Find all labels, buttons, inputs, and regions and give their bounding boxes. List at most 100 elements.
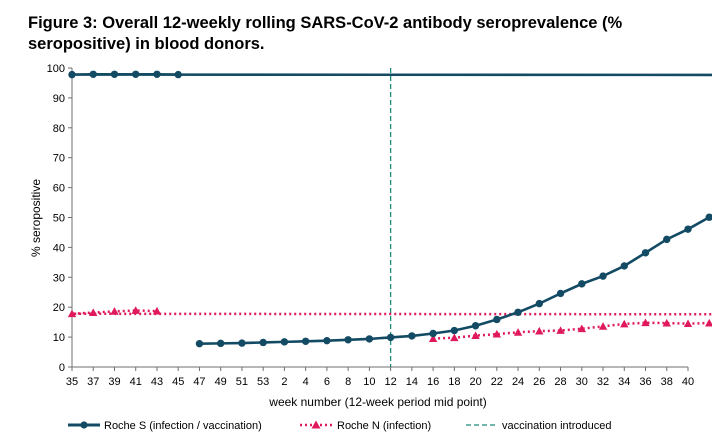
x-tick-label: 6	[324, 376, 330, 388]
x-tick-label: 51	[236, 376, 248, 388]
x-tick-label: 28	[554, 376, 566, 388]
data-point-roche-n	[513, 328, 523, 336]
y-tick-label: 80	[53, 123, 65, 135]
data-point-roche-s	[301, 337, 310, 345]
data-point-roche-n	[492, 329, 502, 338]
series-roche-s	[68, 70, 712, 348]
x-tick-label: 38	[661, 376, 673, 388]
x-tick-label: 41	[130, 376, 142, 388]
data-point-roche-s	[280, 338, 289, 346]
data-point-roche-n	[89, 308, 98, 316]
data-point-roche-s	[408, 332, 416, 340]
x-axis-label: week number (12-week period mid point)	[268, 395, 486, 409]
x-tick-label: 49	[215, 376, 227, 388]
legend-item-vaccination: vaccination introduced	[466, 420, 611, 432]
data-point-roche-s	[493, 315, 501, 324]
data-point-roche-s	[663, 235, 671, 244]
data-point-roche-s	[641, 249, 650, 257]
data-point-roche-s	[556, 289, 565, 298]
legend-item-roche-n: Roche N (infection)	[300, 420, 431, 432]
data-point-roche-n	[450, 333, 459, 342]
legend: Roche S (infection / vaccination) Roche …	[68, 420, 611, 432]
data-point-roche-n	[641, 318, 650, 327]
series-line-roche-n	[71, 309, 712, 340]
data-point-roche-s	[89, 70, 97, 78]
y-tick-label: 70	[53, 153, 65, 165]
data-point-roche-s	[620, 262, 628, 270]
x-tick-label: 47	[193, 376, 205, 388]
legend-label-roche-n: Roche N (infection)	[337, 420, 431, 432]
data-point-roche-s	[68, 70, 76, 79]
x-tick-label: 35	[66, 376, 78, 388]
legend-label-roche-s: Roche S (infection / vaccination)	[104, 420, 262, 432]
data-point-roche-s	[450, 326, 459, 335]
data-point-roche-s	[535, 299, 544, 308]
x-tick-label: 22	[491, 376, 503, 388]
data-point-roche-s	[153, 70, 161, 78]
x-tick-label: 16	[427, 376, 439, 388]
data-point-roche-s	[259, 338, 267, 347]
data-point-roche-n	[535, 326, 544, 335]
data-point-roche-n	[152, 306, 162, 315]
x-tick-label: 53	[257, 376, 269, 388]
y-axis-label: % seropositive	[29, 179, 43, 257]
data-point-roche-s	[323, 336, 331, 345]
legend-item-roche-s: Roche S (infection / vaccination)	[68, 420, 262, 432]
x-tick-label: 45	[172, 376, 184, 388]
y-tick-label: 60	[53, 183, 65, 195]
data-point-roche-n	[131, 306, 140, 314]
x-axis: 35 37 39 41 43 45 47 49 51 53 2 4 6 8 10 12 14 16 18 20 22 24…	[66, 366, 694, 388]
data-point-roche-s	[238, 339, 246, 347]
x-tick-label: 4	[303, 376, 309, 388]
legend-label-vaccination: vaccination introduced	[502, 420, 611, 432]
data-point-roche-s	[110, 70, 119, 78]
x-tick-label: 39	[108, 376, 120, 388]
y-tick-label: 100	[47, 63, 65, 75]
y-tick-label: 30	[53, 272, 65, 284]
chart-title: Figure 3: Overall 12-weekly rolling SARS…	[28, 14, 623, 53]
data-point-roche-s	[132, 70, 140, 78]
data-point-roche-s	[705, 213, 712, 221]
x-tick-label: 37	[87, 376, 99, 388]
data-point-roche-s	[429, 329, 437, 338]
x-tick-label: 30	[576, 376, 588, 388]
data-point-roche-n	[428, 334, 438, 342]
x-tick-label: 32	[597, 376, 609, 388]
x-tick-label: 18	[448, 376, 460, 388]
data-point-roche-s	[195, 339, 204, 348]
data-point-roche-n	[620, 319, 629, 328]
data-point-roche-n	[67, 309, 77, 318]
data-point-roche-n	[471, 331, 480, 340]
y-tick-label: 10	[53, 332, 65, 344]
data-point-roche-n	[662, 318, 671, 327]
data-point-roche-s	[365, 335, 374, 343]
data-point-roche-n	[110, 307, 119, 315]
y-tick-label: 20	[53, 302, 65, 314]
x-tick-label: 24	[512, 376, 524, 388]
data-point-roche-s	[471, 322, 480, 330]
data-point-roche-n	[598, 322, 608, 330]
x-tick-label: 2	[281, 376, 287, 388]
series-roche-n	[67, 306, 712, 342]
x-tick-label: 36	[639, 376, 651, 388]
data-point-roche-s	[174, 70, 182, 79]
x-tick-label: 10	[363, 376, 375, 388]
data-point-roche-n	[556, 326, 565, 334]
y-tick-label: 50	[53, 213, 65, 225]
x-tick-label: 12	[384, 376, 396, 388]
data-point-roche-s	[684, 225, 692, 233]
x-tick-label: 40	[682, 376, 694, 388]
data-point-roche-s	[344, 336, 352, 344]
y-tick-label: 0	[59, 362, 65, 374]
data-point-roche-s	[514, 308, 522, 316]
y-tick-label: 40	[53, 242, 65, 254]
data-point-roche-s	[216, 339, 225, 348]
y-tick-label: 90	[53, 93, 65, 105]
data-point-roche-n	[683, 319, 693, 328]
data-point-roche-s	[599, 272, 607, 280]
data-point-roche-s	[386, 333, 395, 342]
data-point-roche-n	[577, 324, 586, 333]
y-axis: 0 10 20 30 40 50 60 70 80 90 100	[47, 63, 73, 374]
x-tick-label: 8	[345, 376, 351, 388]
